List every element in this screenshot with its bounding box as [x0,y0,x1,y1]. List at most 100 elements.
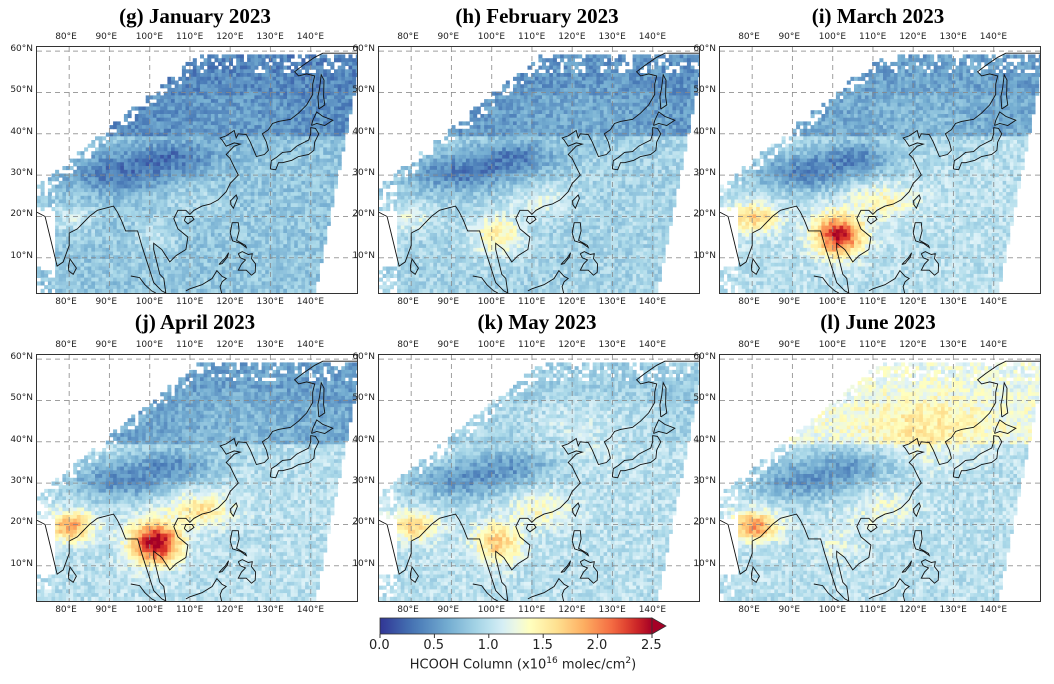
lon-label-top: 140°E [639,340,666,350]
lon-label-bottom: 90°E [778,605,800,615]
lat-label: 60°N [341,352,375,362]
lon-label-top: 100°E [819,32,846,42]
map-panel-l [719,354,1041,602]
lon-label-bottom: 130°E [598,605,625,615]
lon-label-top: 110°E [518,340,545,350]
lat-label: 40°N [682,435,716,445]
panel-title-i: (i) March 2023 [713,4,1043,29]
lon-label-bottom: 90°E [437,297,459,307]
lat-label: 30°N [682,476,716,486]
lon-label-top: 120°E [558,340,585,350]
heatmap-k [379,355,699,601]
lat-label: 40°N [341,435,375,445]
lat-label: 10°N [341,251,375,261]
colorbar-tick-label: 0.0 [369,638,390,653]
lon-label-bottom: 100°E [819,605,846,615]
heatmap-cells [37,362,357,601]
lon-label-top: 120°E [899,32,926,42]
heatmap-h [379,47,699,293]
colorbar-tick-label: 0.5 [423,638,444,653]
colorbar-gradient [379,617,667,638]
lon-label-top: 130°E [256,340,283,350]
lon-label-bottom: 80°E [55,297,77,307]
map-panel-h [378,46,700,294]
panel-title-j: (j) April 2023 [30,310,360,335]
lon-label-top: 120°E [899,340,926,350]
lon-label-top: 110°E [176,32,203,42]
lon-label-top: 140°E [980,32,1007,42]
map-panel-j [36,354,358,602]
lon-label-bottom: 110°E [176,605,203,615]
panel-title-g: (g) January 2023 [30,4,360,29]
lon-label-top: 100°E [136,340,163,350]
lon-label-top: 80°E [397,340,419,350]
lat-label: 50°N [341,393,375,403]
heatmap-cells [379,54,699,293]
map-panel-i [719,46,1041,294]
lon-label-top: 100°E [478,32,505,42]
lon-label-top: 90°E [95,340,117,350]
lon-label-bottom: 140°E [980,297,1007,307]
lon-label-bottom: 100°E [478,297,505,307]
lat-label: 50°N [0,393,33,403]
coastlines [379,360,699,601]
lon-label-top: 140°E [297,32,324,42]
lat-label: 40°N [0,127,33,137]
coastlines [720,52,1040,293]
lon-label-bottom: 120°E [558,297,585,307]
lat-label: 50°N [341,85,375,95]
lon-label-top: 90°E [95,32,117,42]
lat-label: 60°N [0,352,33,362]
lon-label-bottom: 120°E [899,297,926,307]
lon-label-top: 110°E [859,32,886,42]
lon-label-top: 130°E [256,32,283,42]
lat-label: 20°N [682,209,716,219]
coastlines [37,52,357,293]
lat-label: 30°N [0,476,33,486]
lat-label: 60°N [682,44,716,54]
heatmap-g [37,47,357,293]
lon-label-top: 80°E [738,32,760,42]
lon-label-bottom: 100°E [478,605,505,615]
lat-label: 40°N [341,127,375,137]
lon-label-top: 100°E [478,340,505,350]
lon-label-bottom: 120°E [216,297,243,307]
heatmap-cells [379,362,699,601]
lat-label: 20°N [341,517,375,527]
lat-label: 60°N [0,44,33,54]
lon-label-top: 120°E [216,340,243,350]
map-panel-k [378,354,700,602]
lat-label: 20°N [341,209,375,219]
lon-label-bottom: 90°E [95,605,117,615]
lon-label-bottom: 130°E [939,605,966,615]
map-panel-g [36,46,358,294]
lon-label-top: 110°E [176,340,203,350]
lon-label-top: 120°E [216,32,243,42]
lon-label-bottom: 100°E [136,297,163,307]
lon-label-bottom: 120°E [899,605,926,615]
colorbar-label: HCOOH Column (x1016 molec/cm2) [378,656,668,672]
lon-label-top: 90°E [437,32,459,42]
lon-label-top: 100°E [819,340,846,350]
lat-label: 60°N [682,352,716,362]
lat-label: 10°N [341,559,375,569]
lon-label-top: 100°E [136,32,163,42]
lon-label-bottom: 80°E [738,605,760,615]
heatmap-l [720,355,1040,601]
lat-label: 40°N [0,435,33,445]
lon-label-bottom: 80°E [397,605,419,615]
colorbar-bar [379,617,653,635]
lon-label-bottom: 130°E [256,605,283,615]
panel-title-l: (l) June 2023 [713,310,1043,335]
lon-label-bottom: 100°E [819,297,846,307]
lon-label-top: 80°E [55,340,77,350]
lon-label-bottom: 100°E [136,605,163,615]
lon-label-bottom: 90°E [95,297,117,307]
lat-label: 50°N [0,85,33,95]
lat-label: 60°N [341,44,375,54]
lon-label-bottom: 80°E [55,605,77,615]
lon-label-top: 130°E [939,32,966,42]
heatmap-cells [720,362,1040,601]
lon-label-top: 130°E [939,340,966,350]
lon-label-bottom: 140°E [297,297,324,307]
